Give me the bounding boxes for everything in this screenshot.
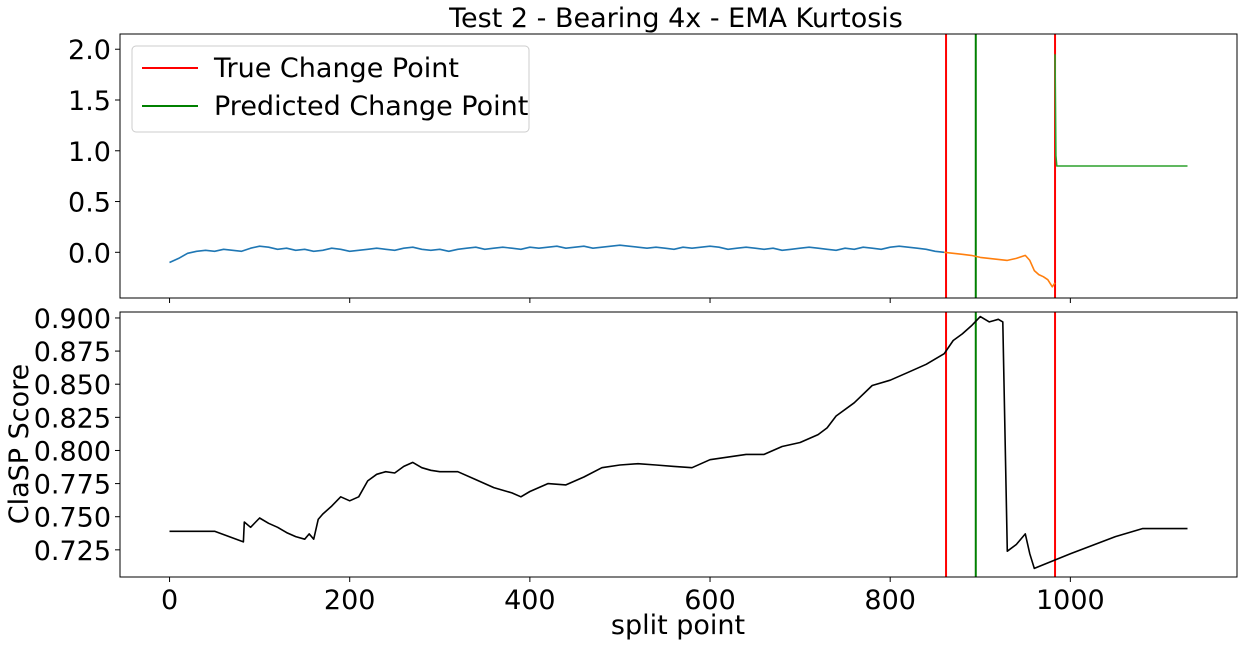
legend-predicted-change-point-label: Predicted Change Point <box>214 91 528 122</box>
top-panel: Test 2 - Bearing 4x - EMA Kurtosis 0.0 0.… <box>68 3 1238 303</box>
y-tick-label: 2.0 <box>68 35 111 66</box>
y-tick-label: 0.825 <box>34 403 111 434</box>
x-tick-label: 800 <box>864 585 916 616</box>
y-tick-label: 0.900 <box>34 304 111 335</box>
x-tick-label: 400 <box>504 585 556 616</box>
y-tick-label: 0.750 <box>34 503 111 534</box>
x-tick-label: 200 <box>324 585 376 616</box>
x-tick-label: 0 <box>161 585 178 616</box>
bottom-panel-xlabel: split point <box>611 610 745 641</box>
x-tick-label: 600 <box>684 585 736 616</box>
legend-box <box>131 45 530 133</box>
bottom-panel-ylabel: ClaSP Score <box>4 364 35 525</box>
series-line-2 <box>944 251 1056 288</box>
top-panel-frame <box>119 33 1238 299</box>
bottom-panel-frame <box>119 311 1238 578</box>
y-tick-label: 0.5 <box>68 188 111 219</box>
top-panel-title: Test 2 - Bearing 4x - EMA Kurtosis <box>448 3 903 34</box>
series-line-1 <box>169 315 1188 570</box>
y-tick-label: 0.775 <box>34 470 111 501</box>
legend: True Change Point Predicted Change Point <box>131 45 530 133</box>
y-tick-label: 0.875 <box>34 337 111 368</box>
series-line-1 <box>169 244 945 264</box>
y-tick-label: 0.725 <box>34 536 111 567</box>
legend-true-change-point-label: True Change Point <box>213 53 459 84</box>
y-tick-label: 1.0 <box>68 137 111 168</box>
series-line-3 <box>1054 54 1188 167</box>
bottom-panel: 0.7250.7500.7750.8000.8250.8500.8750.900… <box>4 304 1238 641</box>
y-tick-label: 0.850 <box>34 370 111 401</box>
y-tick-label: 1.5 <box>68 86 111 117</box>
y-tick-label: 0.0 <box>68 238 111 269</box>
x-tick-label: 1000 <box>1036 585 1105 616</box>
y-tick-label: 0.800 <box>34 436 111 467</box>
